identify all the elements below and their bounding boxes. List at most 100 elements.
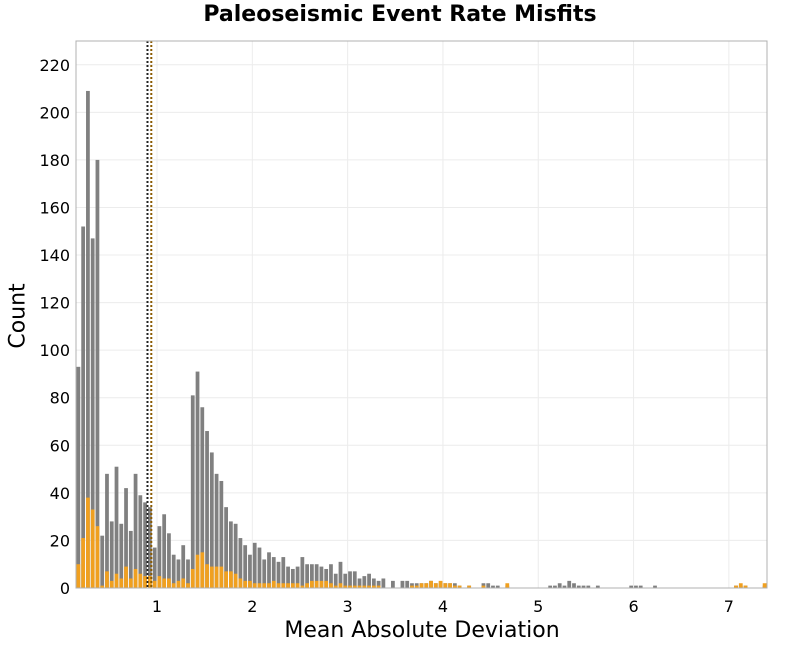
histogram-bar-total	[147, 507, 152, 588]
histogram-bar-subset	[176, 580, 181, 588]
histogram-bar-total	[352, 571, 357, 588]
histogram-bar-subset	[162, 578, 167, 588]
histogram-bar-subset	[376, 585, 381, 588]
histogram-bar-total	[157, 526, 162, 588]
histogram-bar-subset	[152, 580, 157, 588]
histogram-bar-total	[81, 226, 86, 589]
histogram-bar-total	[595, 585, 600, 588]
histogram-bar-total	[214, 473, 219, 588]
histogram-bar-subset	[295, 583, 300, 588]
histogram-bar-subset	[114, 573, 119, 588]
histogram-bar-total	[167, 533, 171, 588]
x-tick-label: 6	[628, 597, 638, 616]
x-tick-label: 5	[533, 597, 543, 616]
histogram-bar-total	[209, 452, 214, 588]
histogram-bar-total	[186, 559, 190, 588]
x-tick-label: 7	[724, 597, 734, 616]
histogram-bar-subset	[90, 509, 95, 588]
histogram-bar-total	[276, 561, 281, 588]
histogram-bar-total	[86, 90, 90, 588]
y-tick-label: 220	[39, 56, 70, 75]
histogram-bar-subset	[443, 583, 448, 588]
y-tick-label: 160	[39, 198, 70, 217]
x-tick-label: 4	[438, 597, 448, 616]
histogram-bar-total	[557, 583, 562, 588]
histogram-bar-subset	[348, 585, 352, 588]
x-axis-label: Mean Absolute Deviation	[284, 618, 560, 643]
histogram-bar-subset	[76, 564, 81, 588]
histogram-bar-total	[219, 480, 224, 588]
histogram-bar-total	[95, 159, 100, 589]
histogram-bar-subset	[329, 583, 333, 588]
histogram-bar-subset	[310, 580, 314, 588]
histogram-bar-total	[176, 559, 181, 588]
histogram-bar-subset	[319, 580, 324, 588]
histogram-bar-total	[405, 580, 410, 588]
histogram-bar-total	[90, 238, 95, 589]
histogram-bar-total	[367, 573, 371, 588]
histogram-bar-subset	[267, 583, 271, 588]
histogram-bar-total	[257, 547, 262, 588]
histogram-bar-subset	[276, 583, 281, 588]
histogram-bar-total	[343, 573, 348, 588]
histogram-bar-subset	[147, 576, 152, 588]
histogram-bar-subset	[410, 585, 414, 588]
histogram-bar-subset	[414, 585, 419, 588]
histogram-bar-subset	[481, 585, 486, 588]
histogram-bar-total	[300, 557, 305, 588]
histogram-bar-total	[362, 576, 367, 588]
histogram-bar-subset	[171, 583, 176, 588]
y-tick-label: 80	[50, 389, 70, 408]
histogram-bar-subset	[505, 583, 510, 588]
histogram-bar-total	[105, 473, 109, 588]
histogram-bar-total	[295, 566, 300, 588]
histogram-bar-subset	[209, 566, 214, 588]
histogram-bar-total	[124, 488, 128, 588]
histogram-bar-total	[348, 571, 352, 588]
histogram-bar-total	[381, 578, 386, 588]
histogram-bar-subset	[286, 583, 290, 588]
y-tick-label: 40	[50, 484, 70, 503]
histogram-bar-subset	[200, 552, 205, 588]
histogram-bar-total	[100, 535, 105, 588]
x-tick-label: 2	[247, 597, 257, 616]
histogram-bar-subset	[429, 580, 433, 588]
histogram-bar-subset	[738, 583, 743, 588]
histogram-bar-total	[338, 561, 343, 588]
histogram-bar-total	[238, 538, 243, 588]
histogram-bar-subset	[290, 583, 295, 588]
histogram-bar-subset	[233, 573, 238, 588]
histogram-bar-total	[586, 585, 591, 588]
histogram-bar-subset	[362, 585, 367, 588]
histogram-bar-subset	[367, 585, 371, 588]
histogram-bar-total	[267, 552, 271, 588]
histogram-bar-total	[391, 580, 395, 588]
histogram-bar-subset	[195, 554, 200, 588]
histogram-bar-total	[400, 580, 405, 588]
histogram-bar-total	[181, 545, 186, 588]
histogram-bar-total	[224, 507, 228, 588]
histogram-bar-total	[581, 585, 586, 588]
histogram-bar-subset	[190, 568, 195, 588]
histogram-bar-total	[290, 568, 295, 588]
histogram-bar-total	[195, 371, 200, 588]
plot-frame	[75, 40, 768, 589]
x-tick-label: 3	[343, 597, 353, 616]
histogram-bar-total	[329, 564, 333, 588]
histogram-bar-total	[634, 585, 638, 588]
histogram-bar-total	[357, 578, 362, 588]
histogram-bar-total	[109, 521, 114, 588]
histogram-bar-subset	[762, 583, 767, 588]
histogram-bar-subset	[424, 583, 429, 588]
histogram-bar-subset	[338, 583, 343, 588]
histogram-bar-total	[305, 564, 310, 588]
histogram-bar-subset	[157, 576, 162, 588]
histogram-bar-subset	[243, 580, 248, 588]
histogram-bar-total	[133, 473, 138, 588]
histogram-bar-subset	[262, 583, 267, 588]
histogram-bar-subset	[143, 576, 147, 588]
histogram-bar-total	[243, 545, 248, 588]
histogram-bar-total	[162, 514, 167, 588]
histogram-bar-subset	[457, 585, 462, 588]
